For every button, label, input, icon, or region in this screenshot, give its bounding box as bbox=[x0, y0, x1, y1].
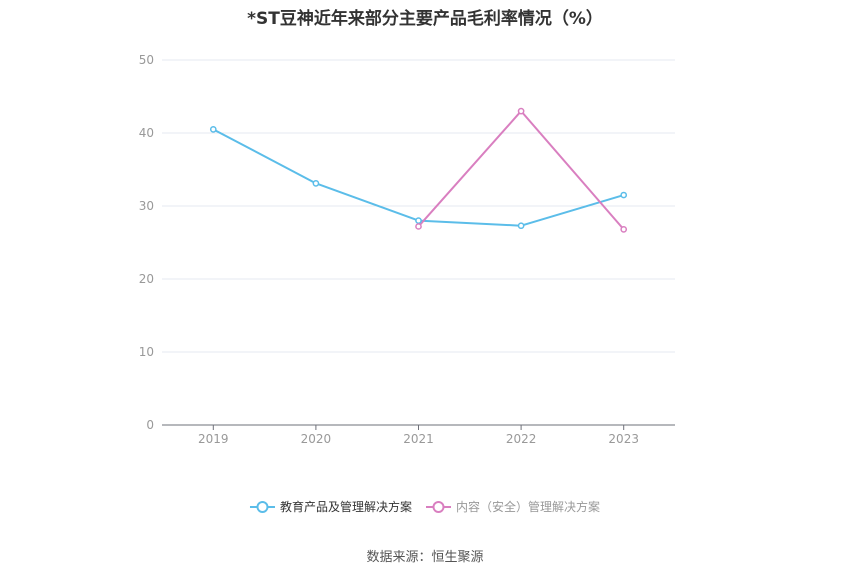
chart-title: *ST豆神近年来部分主要产品毛利率情况（%） bbox=[247, 9, 603, 29]
data-point bbox=[415, 223, 422, 230]
x-axis: 2019 2020 2021 2022 2023 bbox=[162, 424, 675, 446]
data-source: 数据来源：恒生聚源 bbox=[366, 550, 484, 565]
line-chart: 0 10 20 30 40 50 2019 2020 2021 2022 2023 教育产品及管理… bbox=[139, 53, 675, 514]
x-tick-label: 2023 bbox=[608, 432, 639, 446]
data-point bbox=[312, 180, 320, 187]
series-line-1 bbox=[212, 128, 624, 227]
legend-swatch-marker bbox=[432, 501, 445, 513]
legend-label: 教育产品及管理解决方案 bbox=[280, 499, 412, 514]
legend-label: 内容（安全）管理解决方案 bbox=[456, 499, 600, 514]
series-line-2 bbox=[417, 110, 625, 231]
legend: 教育产品及管理解决方案 内容（安全）管理解决方案 bbox=[249, 499, 600, 514]
x-tick-label: 2021 bbox=[403, 432, 434, 446]
y-tick-label: 0 bbox=[146, 418, 154, 432]
x-tick-label: 2020 bbox=[301, 432, 332, 446]
x-tick-label: 2019 bbox=[198, 432, 229, 446]
y-tick-label: 40 bbox=[139, 126, 154, 140]
y-tick-label: 10 bbox=[139, 345, 154, 359]
legend-item-2: 内容（安全）管理解决方案 bbox=[426, 499, 600, 514]
legend-item-1: 教育产品及管理解决方案 bbox=[249, 499, 412, 514]
y-axis: 0 10 20 30 40 50 bbox=[139, 53, 154, 432]
legend-swatch-marker bbox=[256, 501, 269, 513]
data-point bbox=[517, 222, 525, 230]
y-tick-label: 20 bbox=[139, 272, 154, 286]
series-points bbox=[209, 107, 628, 233]
data-point bbox=[620, 226, 628, 233]
y-tick-label: 50 bbox=[139, 53, 154, 67]
y-tick-label: 30 bbox=[139, 199, 154, 213]
x-tick-label: 2022 bbox=[506, 432, 537, 446]
data-point bbox=[620, 191, 628, 199]
data-point bbox=[517, 107, 525, 115]
data-point bbox=[209, 126, 217, 133]
grid-lines bbox=[162, 59, 675, 353]
data-point bbox=[415, 217, 422, 224]
series-lines bbox=[212, 110, 625, 231]
